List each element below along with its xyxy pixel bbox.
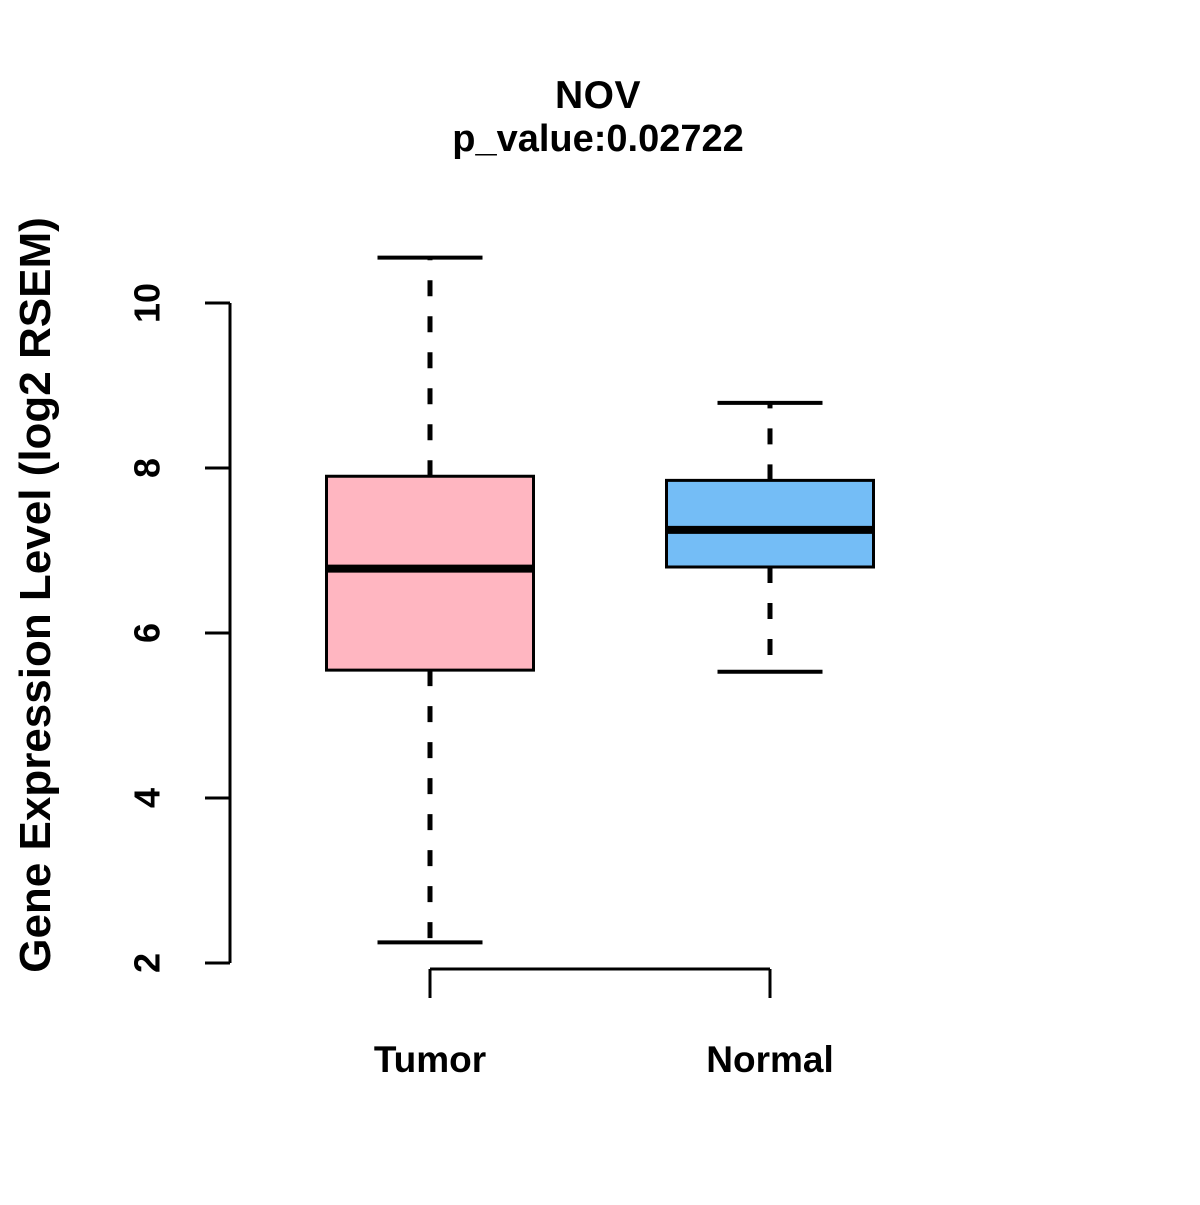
y-axis-label: Gene Expression Level (log2 RSEM) xyxy=(11,217,60,973)
y-axis-tick-label: 4 xyxy=(127,788,168,808)
y-axis-tick-label: 6 xyxy=(127,623,168,643)
y-axis-tick-label: 10 xyxy=(127,283,168,323)
y-axis-tick-label: 2 xyxy=(127,953,168,973)
y-axis-tick-label: 8 xyxy=(127,458,168,478)
chart-title: NOV xyxy=(554,74,641,117)
box-group-normal xyxy=(665,400,875,674)
x-category-label: Tumor xyxy=(374,1039,486,1080)
iqr-box xyxy=(665,478,875,569)
iqr-box xyxy=(325,474,535,672)
chart-subtitle: p_value:0.02722 xyxy=(452,118,744,160)
x-category-label: Normal xyxy=(706,1039,833,1080)
box-group-tumor xyxy=(325,255,535,945)
